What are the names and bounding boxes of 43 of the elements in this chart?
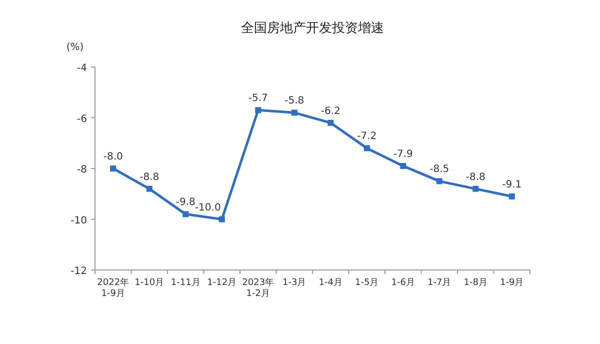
x-tick-label: 1-4月 — [318, 278, 342, 288]
data-label: -10.0 — [194, 202, 221, 214]
point — [328, 120, 334, 126]
point — [146, 186, 152, 192]
point — [508, 193, 515, 200]
y-tick-label: -6 — [77, 114, 87, 125]
data-label: -9.1 — [502, 179, 522, 190]
point — [182, 211, 189, 218]
x-tick-label: 1-10月 — [134, 278, 164, 288]
data-label: -9.8 — [176, 197, 196, 208]
y-tick-label: -4 — [77, 63, 87, 74]
y-axis-title: (%) — [66, 42, 84, 53]
point — [400, 162, 406, 169]
y-tick-label: -12 — [70, 266, 87, 277]
x-tick-label: 2022年 1-9月 — [97, 277, 130, 299]
x-tick-label: 2023年 1-2月 — [242, 277, 274, 299]
x-tick-label: 1-3月 — [282, 278, 306, 288]
point — [110, 166, 116, 172]
y-tick-label: -10 — [70, 215, 87, 226]
x-tick-label: 1-6月 — [391, 278, 415, 288]
x-tick-label: 1-9月 — [500, 278, 524, 288]
point — [255, 107, 262, 114]
x-tick-label: 1-5月 — [355, 278, 379, 288]
data-label: -5.8 — [284, 96, 304, 107]
x-tick-label: 1-11月 — [170, 278, 200, 288]
point — [472, 186, 479, 192]
data-label: -7.2 — [357, 131, 377, 142]
x-tick-label: 1-12月 — [207, 278, 237, 288]
point — [218, 216, 225, 222]
x-tick-label: 1-8月 — [464, 278, 488, 288]
data-label: -8.8 — [466, 172, 486, 183]
data-label: -8.8 — [140, 172, 160, 183]
point — [291, 110, 298, 116]
data-label: -6.2 — [320, 106, 340, 117]
data-label: -8.5 — [430, 164, 450, 176]
chart-title: 全国房地产开发投资增速 — [241, 20, 384, 36]
data-label: -7.9 — [393, 148, 413, 160]
y-tick-label: -8 — [77, 164, 87, 176]
point — [364, 145, 370, 152]
data-label: -8.0 — [103, 152, 123, 162]
point — [436, 178, 442, 184]
data-label: -5.7 — [248, 93, 268, 104]
x-tick-label: 1-7月 — [428, 278, 452, 288]
